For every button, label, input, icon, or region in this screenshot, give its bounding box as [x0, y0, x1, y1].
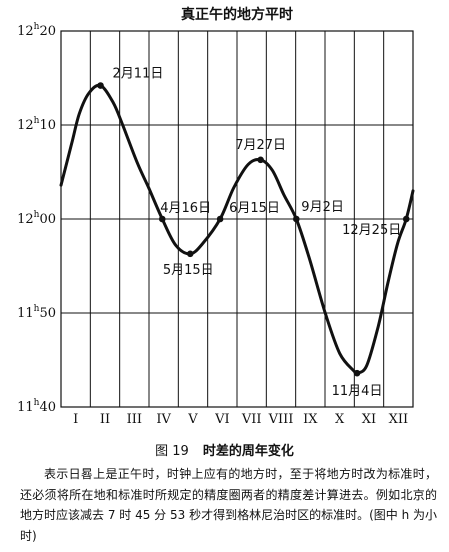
data-point — [354, 370, 361, 377]
y-tick-label: 11h40 — [17, 398, 56, 415]
data-point — [293, 216, 300, 223]
x-tick-label: V — [187, 412, 198, 427]
point-label: 12月25日 — [342, 223, 401, 238]
data-point — [187, 250, 194, 257]
figure-description: 表示日晷上是正午时，时钟上应有的地方时，至于将地方时改为标准时，还必须将所在地和… — [20, 464, 437, 546]
y-tick-label: 12h10 — [17, 116, 56, 133]
grid — [61, 31, 413, 407]
x-tick-labels: I II III IV V VI VII VIII IX X XI XII — [73, 412, 408, 427]
x-tick-label: VIII — [268, 412, 294, 427]
point-label: 2月11日 — [113, 67, 164, 82]
y-tick-label: 11h50 — [17, 304, 56, 321]
point-label: 4月16日 — [160, 201, 211, 216]
data-point — [217, 216, 224, 223]
figure-caption-block: 图 19 时差的周年变化 表示日晷上是正午时，时钟上应有的地方时，至于将地方时改为… — [0, 440, 449, 546]
data-point — [257, 156, 264, 163]
x-tick-label: X — [335, 412, 345, 427]
x-tick-label: I — [73, 412, 78, 427]
x-tick-label: XII — [389, 412, 409, 427]
x-tick-label: II — [100, 412, 110, 427]
x-tick-label: XI — [362, 412, 376, 427]
y-tick-label: 12h20 — [17, 22, 56, 39]
x-tick-label: IX — [303, 412, 318, 427]
data-point — [159, 216, 166, 223]
chart-title: 真正午的地方平时 — [181, 6, 293, 23]
point-label: 11月4日 — [332, 384, 383, 399]
x-tick-label: VII — [241, 412, 262, 427]
figure-title: 时差的周年变化 — [203, 444, 294, 459]
point-label: 9月2日 — [301, 200, 344, 215]
data-point — [403, 216, 410, 223]
x-tick-label: III — [127, 412, 142, 427]
x-tick-label: IV — [156, 412, 171, 427]
point-label: 5月15日 — [163, 263, 214, 278]
labeled-points: 2月11日 4月16日 5月15日 6月15日 7月27日 9月2日 11月4日 12月25日 — [97, 67, 409, 400]
x-tick-label: VI — [214, 412, 230, 427]
data-point — [97, 82, 104, 89]
y-tick-labels: 12h20 12h10 12h00 11h50 11h40 — [17, 22, 56, 415]
point-label: 7月27日 — [235, 138, 286, 153]
figure-number: 图 19 — [155, 444, 189, 459]
figure-caption: 图 19 时差的周年变化 — [0, 440, 449, 459]
y-tick-label: 12h00 — [17, 210, 56, 227]
point-label: 6月15日 — [229, 201, 280, 216]
